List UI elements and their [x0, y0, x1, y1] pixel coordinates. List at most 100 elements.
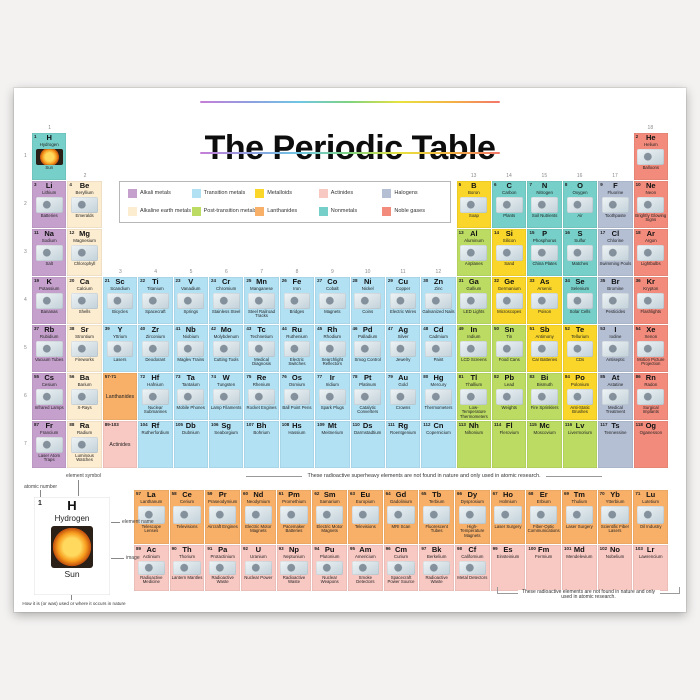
atomic-number: 43 [246, 326, 252, 331]
element-tile-db: 105 Db Dubnium [173, 421, 208, 468]
element-image [460, 388, 488, 405]
element-symbol: Os [291, 373, 302, 382]
element-symbol: Hs [292, 421, 302, 430]
atomic-number: 50 [494, 326, 500, 331]
element-tile-b: 5 B Boron Soap [456, 181, 492, 228]
element-use: Bananas [40, 308, 58, 314]
element-symbol: Dy [467, 490, 478, 499]
element-tile-hs: 108 Hs Hassium [279, 421, 315, 468]
element-image [280, 560, 308, 575]
element-image [425, 388, 452, 405]
element-name: Zinc [434, 286, 443, 291]
group-number: 12 [435, 269, 442, 275]
period-number: 2 [24, 201, 27, 207]
element-tile-bh: 107 Bh Bohrium [244, 421, 279, 468]
element-use: Chlorophyll [73, 260, 96, 266]
atomic-number: 68 [528, 491, 534, 496]
atomic-number: 9 [600, 182, 603, 187]
element-use: Rocket Engines [246, 404, 277, 410]
lanthanide-row: 57 La Lanthanum Telescope Lenses 58 Ce Cerium T… [134, 490, 668, 544]
key-leader-line [78, 480, 79, 496]
element-tile-rb: 37 Rb Rubidium Vacuum Tubes [32, 325, 67, 372]
element-name: Ruthenium [286, 334, 308, 339]
element-use: Lantern Mantles [171, 574, 203, 580]
element-image [389, 340, 417, 357]
element-tile-lv: 116 Lv Livermorium [562, 421, 598, 468]
atomic-number: 77 [317, 374, 323, 379]
element-name: Osmium [288, 382, 306, 387]
element-use: Brightly Glowing Signs [635, 212, 667, 223]
element-name: Yttrium [113, 334, 127, 339]
element-symbol: Pr [218, 490, 227, 499]
element-use: Lamp Filaments [210, 404, 242, 410]
element-name: Neodymium [246, 499, 271, 504]
element-name: Nihonium [464, 430, 484, 435]
key-image-label: image [126, 555, 140, 561]
element-image [495, 196, 523, 213]
element-tile-tb: 65 Tb Terbium Fluorescent Tubes [419, 490, 454, 544]
element-image [460, 292, 488, 309]
element-image [35, 436, 63, 453]
element-use: Radioactive Medicine [140, 574, 163, 585]
element-name: Mercury [430, 382, 447, 387]
atomic-number: 88 [69, 422, 75, 427]
atomic-number: 15 [529, 230, 535, 235]
element-tile-rg: 111 Rg Roentgenium [385, 421, 421, 468]
element-use: Salt [45, 260, 53, 266]
atomic-number: 47 [387, 326, 393, 331]
key-example-tile: 1 H Hydrogen Sun [34, 497, 110, 595]
element-tile-ar: 18 Ar Argon Lightbulbs [633, 229, 668, 276]
element-symbol: Yb [610, 490, 620, 499]
element-use: Searchlight Reflectors [321, 356, 344, 367]
element-name: Berkelium [426, 554, 447, 559]
legend-swatch [255, 188, 265, 198]
element-symbol: Ti [152, 277, 159, 286]
atomic-number: 90 [171, 546, 177, 551]
actinide-row: 89 Ac Actinium Radioactive Medicine 90 Th Thor… [134, 545, 668, 591]
element-tile-pm: 61 Pm Promethium Pacemaker Batteries [276, 490, 312, 544]
element-use: Televisions [176, 523, 198, 529]
element-image [637, 388, 665, 405]
element-use: Laser Surgery [565, 523, 593, 529]
legend-item-alkaline: Alkaline earth metals [128, 206, 192, 216]
element-name: Krypton [643, 286, 659, 291]
element-tile-es: 99 Es Einsteinium [490, 545, 526, 591]
element-image [566, 292, 594, 309]
atomic-number: 100 [528, 546, 536, 551]
element-name: Astatine [607, 382, 624, 387]
element-name: Protactinium [210, 554, 235, 559]
element-image [177, 340, 205, 357]
element-name: Rhodium [323, 334, 342, 339]
atomic-number: 101 [564, 546, 572, 551]
element-name: Terbium [428, 499, 445, 504]
element-image [495, 244, 523, 261]
element-image [209, 505, 237, 524]
atomic-number: 112 [423, 422, 431, 427]
element-image [566, 340, 594, 357]
element-name: Nickel [361, 286, 374, 291]
element-tile-og: 118 Og Oganesson [633, 421, 668, 468]
element-name: Radium [77, 430, 93, 435]
element-tile-ne: 10 Ne Neon Brightly Glowing Signs [633, 181, 668, 228]
key-leader-line [71, 595, 72, 600]
legend-swatch [128, 206, 137, 216]
atomic-number: 8 [564, 182, 568, 187]
element-use: Electric Switches [288, 356, 306, 367]
atomic-number: 17 [600, 230, 606, 235]
element-symbol: Rb [44, 325, 55, 334]
element-use: Food Cans [498, 356, 520, 362]
atomic-number: 36 [635, 278, 641, 283]
element-name: Nobelium [605, 554, 625, 559]
group-number: 7 [260, 269, 264, 275]
element-symbol: At [611, 373, 620, 382]
element-name: Tennessine [604, 430, 627, 435]
series-label: Actinides [109, 441, 131, 448]
element-name: Iron [293, 286, 301, 291]
atomic-number: 95 [350, 546, 356, 551]
element-use: Air [577, 212, 583, 218]
legend-label: Post-transition metals [203, 208, 257, 214]
element-use: Airplanes [464, 260, 483, 266]
sun-image [51, 526, 93, 568]
element-name: Potassium [38, 286, 60, 291]
element-symbol: In [470, 325, 478, 334]
